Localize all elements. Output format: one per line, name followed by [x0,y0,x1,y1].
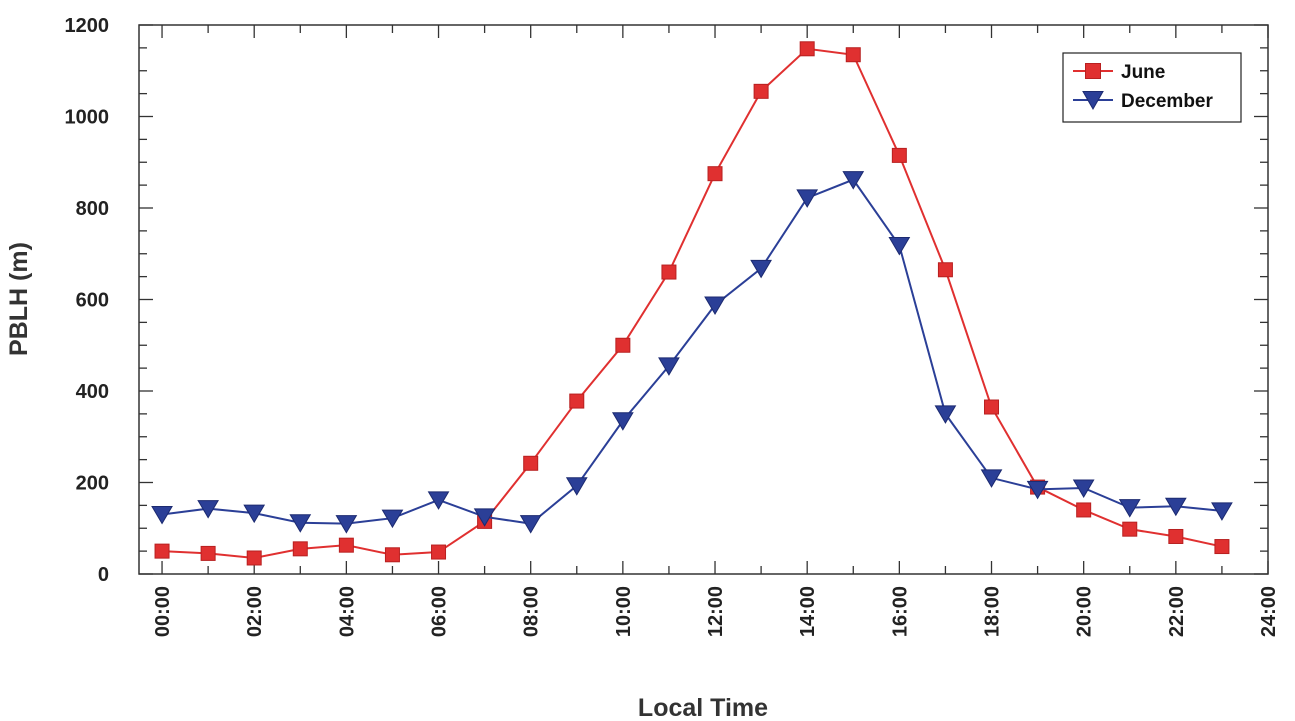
june-point [753,83,769,99]
december-point [473,508,496,527]
x-tick-label: 12:00 [705,586,727,637]
december-point [704,296,726,315]
x-tick-label: 02:00 [244,586,266,637]
june-point [292,541,308,557]
june-point [384,547,400,563]
december-point [750,259,772,279]
december-point [888,237,911,256]
december-point [151,506,173,525]
december-point [934,405,957,424]
x-tick-label: 22:00 [1166,586,1188,637]
y-tick-label: 400 [76,381,109,403]
june-point [1122,521,1138,537]
june-point [1168,528,1184,544]
december-point [335,515,358,534]
y-tick-labels: 0 200 400 600 800 1000 1200 [65,15,110,586]
december-point [1026,480,1049,500]
december-point [611,412,634,431]
y-tick-label: 200 [76,473,109,495]
december-point [381,509,404,529]
x-axis-title: Local Time [638,694,768,721]
december-line [161,178,1223,525]
june-point [154,543,170,559]
december-point [658,357,680,376]
legend-june-marker [1085,63,1101,79]
june-point [799,41,815,57]
june-point [569,393,585,409]
june-point [707,166,723,182]
june-point [845,47,861,63]
june-point [937,262,953,278]
x-tick-label: 04:00 [336,586,358,637]
x-tick-label: 24:00 [1258,586,1280,637]
x-tick-label: 20:00 [1074,586,1096,637]
december-point [796,189,819,208]
y-tick-label: 1200 [65,15,110,37]
legend-june-label: June [1121,62,1165,83]
december-point [289,514,312,533]
series-layer [151,41,1233,566]
june-point [246,550,262,566]
x-tick-label: 06:00 [429,586,451,637]
y-axis-title: PBLH (m) [5,242,33,356]
december-point [1118,499,1141,518]
legend: June December [1062,52,1242,123]
x-tick-labels: 00:00 02:00 04:00 06:00 08:00 10:00 12:00 14:00… [152,586,1280,637]
december-point [980,469,1003,488]
june-point [615,337,631,353]
june-point [1076,502,1092,518]
june-point [200,545,216,561]
december-point [1211,502,1233,521]
june-line [161,47,1223,559]
december-point [243,504,266,524]
june-point [1214,539,1230,555]
june-point [431,544,447,560]
y-tick-label: 0 [98,564,109,586]
legend-december-label: December [1121,91,1213,112]
december-point [842,171,865,190]
x-tick-label: 10:00 [613,586,635,637]
june-point [661,264,677,280]
june-point [523,455,539,471]
x-tick-label: 16:00 [889,586,911,637]
x-tick-label: 14:00 [797,586,819,637]
december-point [427,491,450,510]
december-point [519,515,542,534]
june-point [984,399,1000,415]
june-point [338,537,354,553]
december-point [1164,497,1187,517]
legend-december-marker [1082,91,1104,111]
y-tick-label: 800 [76,198,109,220]
december-point [1072,479,1095,498]
axis-ticks [139,24,1269,575]
x-tick-label: 18:00 [982,586,1004,637]
x-tick-label: 00:00 [152,586,174,637]
december-point [197,500,219,519]
june-point [891,147,907,163]
x-tick-label: 08:00 [521,586,543,637]
y-tick-label: 600 [76,290,109,312]
y-tick-label: 1000 [65,107,110,129]
december-point [565,477,588,496]
